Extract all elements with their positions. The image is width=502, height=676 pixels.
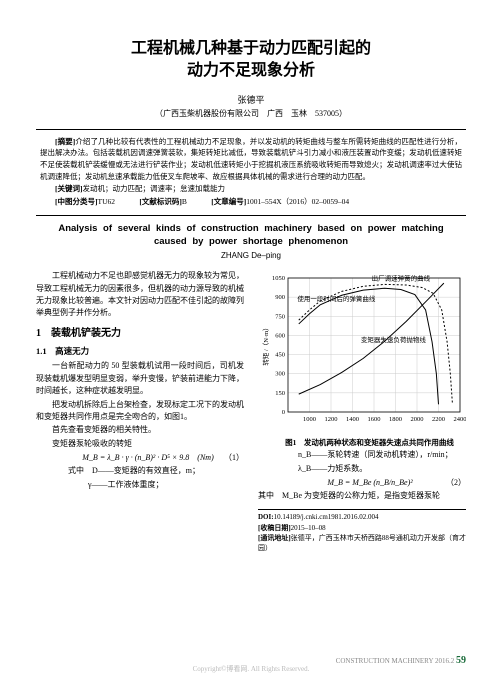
svg-text:转矩 /（N·m）: 转矩 /（N·m）: [261, 324, 270, 365]
intro-p1: 工程机械动力不足也即感觉机器无力的现象较为常见，导致工程机械无力的因素很多，但机…: [36, 270, 244, 320]
svg-text:使用一段时间后的弹簧曲线: 使用一段时间后的弹簧曲线: [297, 294, 376, 303]
figure-1-caption: 图1 发动机两种状态和变矩器失速点共同作用曲线: [258, 437, 466, 449]
class-line: [中图分类号]TU62 [文献标识码]B [文章编号]1001–554X（201…: [40, 196, 462, 208]
doc-code-label: [文献标识码]: [139, 197, 182, 206]
affiliation: （广西玉柴机器股份有限公司 广西 玉林 537005）: [36, 108, 466, 119]
doi-box: DOI:10.14189/j.cnki.cm1981.2016.02.004 […: [258, 509, 466, 554]
columns: 工程机械动力不足也即感觉机器无力的现象较为常见，导致工程机械无力的因素很多，但机…: [36, 270, 466, 555]
abstract-label: [摘要]: [55, 137, 75, 146]
p-1-1-1: 一台新配动力的 50 型装载机试用一段时间后，司机发现装载机爆发型明显变弱，举升…: [36, 360, 244, 397]
formula-1-body: M_B = λ_B · γ · (n_B)² · D⁵ × 9.8 (Nm): [82, 453, 213, 462]
abstract: [摘要]介绍了几种比较有代表性的工程机械动力不足现象，并以发动机的转矩曲线与整车…: [40, 136, 462, 183]
formula-2: M_B = M_Be (n_B/n_Be)² （2）: [258, 477, 466, 489]
keywords-label: [关键词]: [55, 184, 83, 193]
svg-text:450: 450: [275, 352, 285, 359]
svg-text:600: 600: [275, 333, 285, 340]
svg-text:750: 750: [275, 313, 285, 320]
svg-text:2000: 2000: [411, 416, 424, 423]
svg-text:出厂调速弹簧的曲线: 出厂调速弹簧的曲线: [372, 274, 431, 283]
en-title-line2: caused by power shortage phenomenon: [154, 236, 348, 247]
corr-label: [通讯地址]: [258, 534, 291, 542]
corr-line: [通讯地址]张德平，广西玉林市天桥西路88号通机动力开发部（育才园）: [258, 534, 466, 554]
doc-code: B: [182, 197, 187, 206]
recv-label: [收稿日期]: [258, 524, 291, 532]
svg-text:1050: 1050: [272, 275, 285, 282]
title-line1: 工程机械几种基于动力匹配引起的: [131, 40, 371, 57]
author: 张德平: [36, 93, 466, 106]
formula-2-num: （2）: [430, 477, 466, 489]
recv-line: [收稿日期]2015–10–08: [258, 524, 466, 534]
col2-def1: n_B——泵轮转速（同发动机转速），r/min；: [258, 449, 466, 461]
svg-text:1200: 1200: [325, 416, 338, 423]
article-no-label: [文章编号]: [211, 197, 246, 206]
svg-text:2400: 2400: [454, 416, 467, 423]
svg-text:1400: 1400: [346, 416, 359, 423]
p-1-1-3: 首先查看变矩器的相关特性。: [36, 424, 244, 436]
en-title-line1: Analysis of several kinds of constructio…: [58, 223, 443, 234]
p-1-1-4: 变矩器泵轮吸收的转矩: [36, 438, 244, 450]
def2: γ——工作液体重度；: [36, 479, 244, 491]
en-title: Analysis of several kinds of constructio…: [36, 222, 466, 249]
formula-2-body: M_B = M_Be (n_B/n_Be)²: [327, 478, 412, 487]
svg-text:300: 300: [275, 371, 285, 378]
svg-text:0: 0: [282, 409, 285, 416]
section-1-1: 1.1 高速无力: [36, 345, 244, 358]
doi-line: DOI:10.14189/j.cnki.cm1981.2016.02.004: [258, 513, 466, 523]
recv: 2015–10–08: [291, 524, 326, 532]
formula2-expl: M_Be 为变矩器的公称力矩，是指变矩器泵轮: [282, 491, 440, 500]
article-no: 1001–554X（2016）02–0059–04: [246, 197, 349, 206]
formula-1-num: （1）: [208, 452, 244, 464]
section-1: 1 装载机铲装无力: [36, 326, 244, 342]
column-right: 0 150 300 450 600 750 900 1050 1000 1200 1400 1600 1…: [258, 270, 466, 555]
doi-label: DOI:: [258, 513, 274, 521]
formula-1: M_B = λ_B · γ · (n_B)² · D⁵ × 9.8 (Nm)（1…: [36, 452, 244, 464]
def-line-1: 式中 D——变矩器的有效直径，m；: [36, 465, 244, 477]
svg-text:1600: 1600: [368, 416, 381, 423]
clc-label: [中图分类号]: [55, 197, 98, 206]
en-author: ZHANG De–ping: [36, 251, 466, 260]
svg-text:1800: 1800: [389, 416, 402, 423]
copyright: Copyright©博看网. All Rights Reserved.: [0, 664, 502, 674]
keywords-text: 发动机；动力匹配；调速率；怠速加载能力: [83, 184, 226, 193]
figure-1-chart: 0 150 300 450 600 750 900 1050 1000 1200 1400 1600 1…: [258, 270, 466, 428]
p-1-1-2: 把发动机拆除后上台架检查，发现标定工况下的发动机和变矩器共同作用点是完全吻合的，…: [36, 399, 244, 424]
doi: 10.14189/j.cnki.cm1981.2016.02.004: [274, 513, 379, 521]
svg-text:900: 900: [275, 294, 285, 301]
svg-text:2200: 2200: [432, 416, 445, 423]
def1-label: 式中: [68, 466, 92, 475]
column-left: 工程机械动力不足也即感觉机器无力的现象较为常见，导致工程机械无力的因素很多，但机…: [36, 270, 244, 555]
abstract-text: 介绍了几种比较有代表性的工程机械动力不足现象，并以发动机的转矩曲线与整车所需转矩…: [40, 137, 462, 181]
def1: D——变矩器的有效直径，m；: [92, 466, 200, 475]
svg-text:变矩器失速负荷抛物线: 变矩器失速负荷抛物线: [361, 335, 427, 344]
formula2-expl-label: 其中: [258, 491, 282, 500]
svg-text:150: 150: [275, 390, 285, 397]
formula-2-expl: 其中 M_Be 为变矩器的公称力矩，是指变矩器泵轮: [258, 490, 466, 502]
col2-def2: λ_B——力矩系数。: [258, 463, 466, 475]
clc: TU62: [98, 197, 116, 206]
abstract-box: [摘要]介绍了几种比较有代表性的工程机械动力不足现象，并以发动机的转矩曲线与整车…: [36, 129, 466, 216]
keywords: [关键词]发动机；动力匹配；调速率；怠速加载能力: [40, 183, 462, 195]
title-line2: 动力不足现象分析: [187, 62, 315, 79]
title: 工程机械几种基于动力匹配引起的 动力不足现象分析: [36, 38, 466, 83]
svg-text:1000: 1000: [303, 416, 316, 423]
